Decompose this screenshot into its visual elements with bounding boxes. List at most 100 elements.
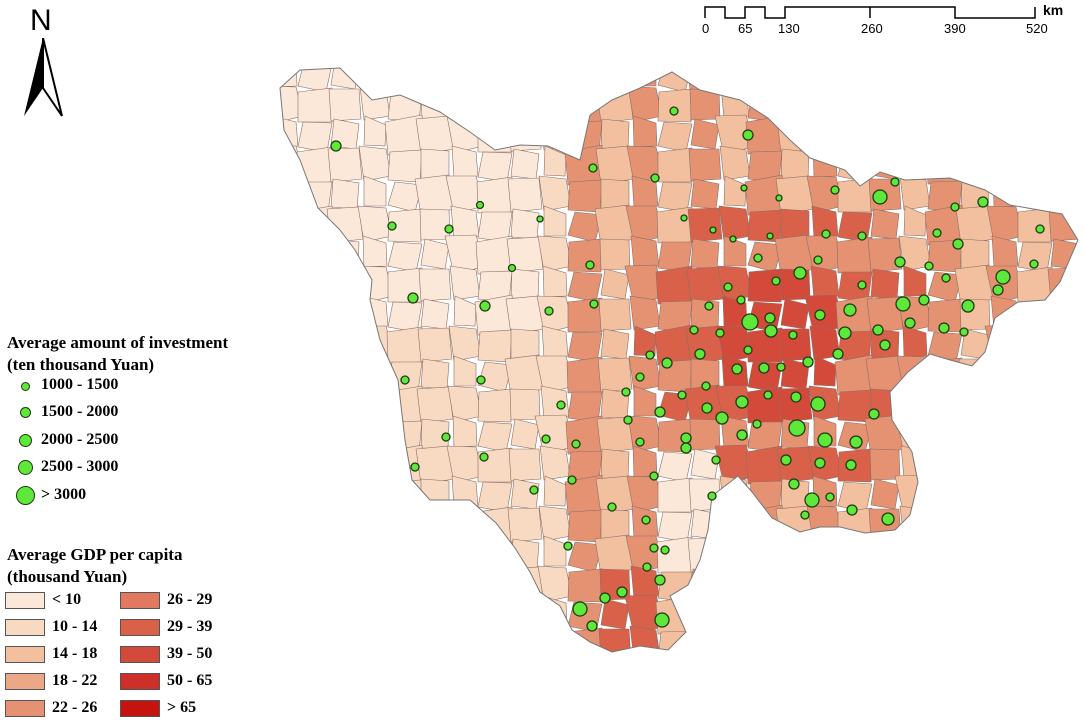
investment-symbol <box>814 309 826 321</box>
county-region <box>325 655 365 695</box>
county-region <box>1017 207 1053 243</box>
county-region <box>926 86 964 124</box>
county-region <box>358 475 392 512</box>
county-region <box>993 115 1017 147</box>
investment-symbol <box>649 471 659 481</box>
county-region <box>1079 596 1084 631</box>
county-region <box>330 508 360 540</box>
county-region <box>686 656 724 694</box>
county-region <box>330 238 360 270</box>
county-region <box>540 68 570 90</box>
county-region <box>474 624 516 652</box>
county-region <box>864 84 906 126</box>
investment-symbol <box>677 390 687 400</box>
investment-symbol <box>444 224 454 234</box>
county-region <box>807 115 843 153</box>
investment-symbol <box>890 177 900 187</box>
county-region <box>903 595 927 627</box>
county-region <box>510 598 540 630</box>
county-region <box>363 175 387 207</box>
scale-unit: km <box>1043 2 1064 18</box>
investment-symbol <box>857 231 867 241</box>
county-region <box>600 178 630 210</box>
county-region <box>1017 121 1053 153</box>
county-region <box>330 448 360 480</box>
investment-symbol <box>995 269 1011 285</box>
investment-symbol <box>536 215 544 223</box>
county-region <box>420 358 450 390</box>
investment-symbol <box>654 406 666 418</box>
county-region <box>567 271 603 303</box>
gdp-legend-title: Average GDP per capita <box>7 545 183 564</box>
county-region <box>960 508 990 540</box>
county-region <box>899 505 931 541</box>
county-region <box>599 238 631 271</box>
county-region <box>656 536 694 574</box>
county-region <box>898 565 932 602</box>
county-region <box>629 295 661 331</box>
county-region <box>1049 478 1078 511</box>
county-region <box>987 475 1023 513</box>
investment-symbol <box>743 345 753 355</box>
county-region <box>686 596 724 634</box>
investment-symbol <box>572 601 588 617</box>
investment-symbol <box>654 612 670 628</box>
county-region <box>867 567 903 603</box>
county-region <box>280 235 301 271</box>
county-region <box>280 625 302 652</box>
investment-symbol <box>849 435 863 449</box>
investment-symbol <box>992 284 1004 296</box>
investment-symbol <box>804 492 820 508</box>
county-region <box>777 387 813 423</box>
county-region <box>813 355 837 387</box>
investment-symbol <box>735 395 749 409</box>
county-region <box>539 445 571 481</box>
county-region <box>836 566 874 604</box>
county-region <box>956 476 994 514</box>
gdp-class-10: > 65 <box>167 699 197 716</box>
county-region <box>955 535 995 575</box>
county-region <box>1074 504 1078 546</box>
county-region <box>1014 384 1056 426</box>
county-region <box>780 88 810 120</box>
investment-symbol <box>556 400 566 410</box>
county-region <box>776 446 814 484</box>
county-region <box>899 175 931 211</box>
county-region <box>1050 568 1078 600</box>
county-region <box>296 476 334 514</box>
investment-class-3: 2000 - 2500 <box>41 431 119 448</box>
investment-symbol-3 <box>19 434 32 447</box>
investment-symbol <box>758 362 770 374</box>
county-region <box>294 264 336 306</box>
county-region <box>900 115 930 150</box>
county-region <box>993 445 1017 477</box>
scale-tick-260: 260 <box>861 21 883 36</box>
county-region <box>330 568 360 600</box>
county-region <box>903 265 927 297</box>
investment-symbol <box>780 454 792 466</box>
county-region <box>1080 206 1084 240</box>
county-region <box>1076 68 1078 94</box>
gdp-class-3: 14 - 18 <box>52 645 98 662</box>
investment-symbol <box>387 221 397 231</box>
county-region <box>330 628 360 652</box>
gdp-class-1: < 10 <box>52 591 82 608</box>
county-region <box>1045 68 1078 95</box>
investment-symbol <box>571 439 581 449</box>
investment-symbol <box>938 322 950 334</box>
scale-bar <box>704 6 1036 19</box>
county-region <box>993 385 1017 417</box>
investment-legend-title: Average amount of investment <box>7 333 229 352</box>
investment-class-1: 1000 - 1500 <box>41 376 119 393</box>
investment-symbol <box>872 324 884 336</box>
county-region <box>813 85 837 117</box>
county-region <box>297 451 333 483</box>
county-region <box>447 68 483 93</box>
gdp-swatch-4 <box>5 673 45 690</box>
county-region <box>280 505 300 540</box>
county-region <box>903 535 927 567</box>
county-region <box>505 625 545 652</box>
investment-symbol <box>952 238 964 250</box>
county-region <box>632 115 658 148</box>
county-region <box>280 534 306 576</box>
